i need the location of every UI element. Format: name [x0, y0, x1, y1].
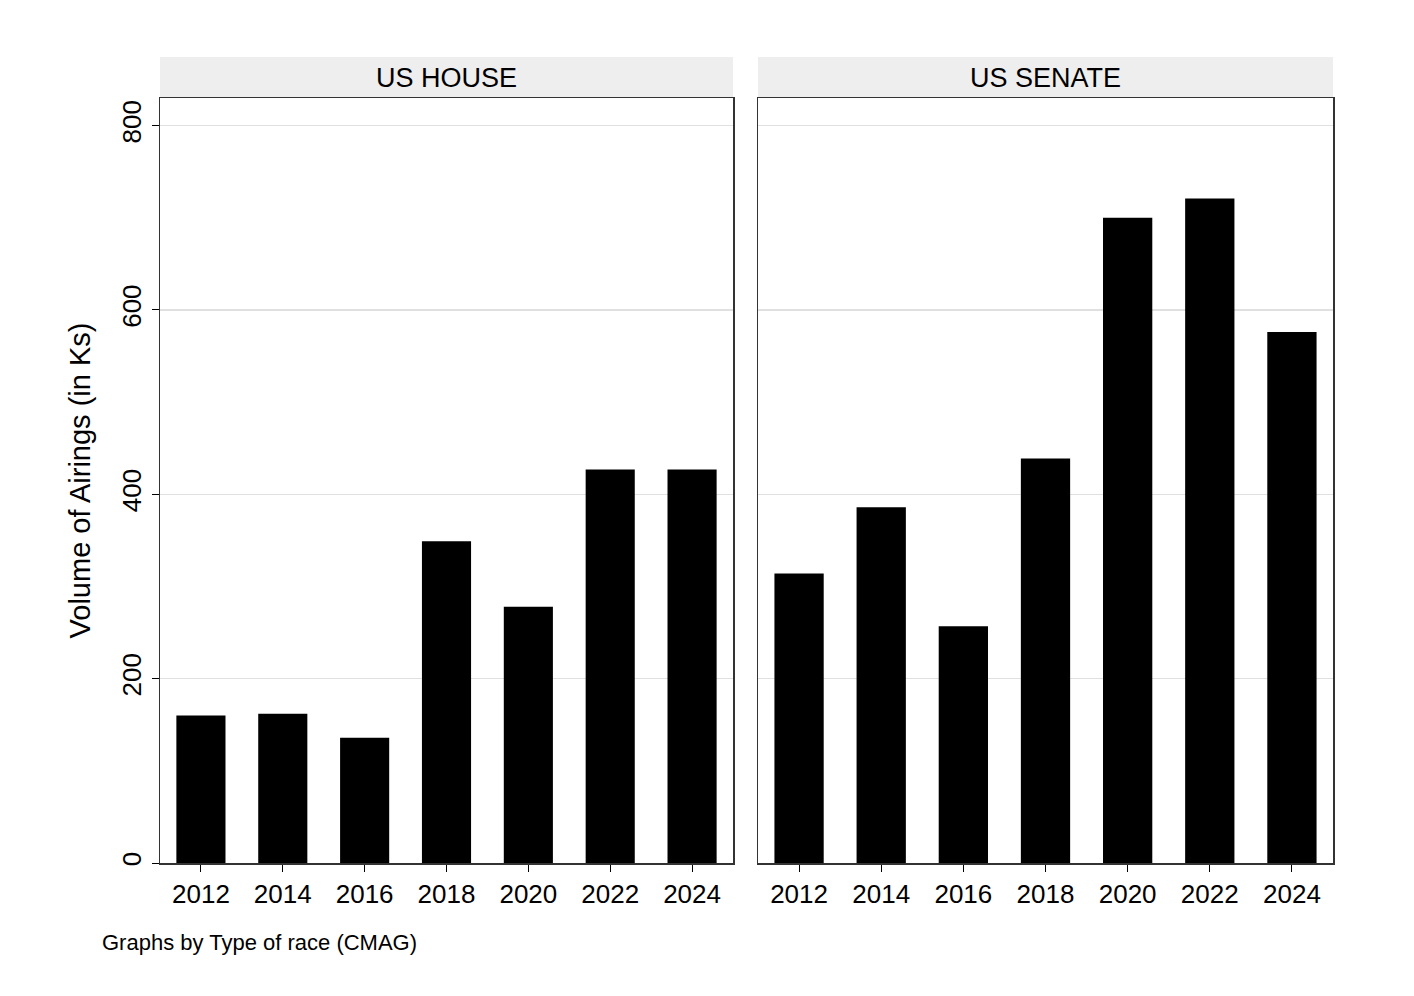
svg-text:2016: 2016: [934, 879, 992, 909]
svg-text:Graphs by Type of race (CMAG): Graphs by Type of race (CMAG): [102, 930, 417, 955]
svg-text:800: 800: [117, 100, 147, 143]
svg-text:2012: 2012: [172, 879, 230, 909]
svg-text:2012: 2012: [770, 879, 828, 909]
svg-text:2016: 2016: [336, 879, 394, 909]
svg-text:2022: 2022: [581, 879, 639, 909]
svg-text:600: 600: [117, 284, 147, 327]
svg-text:0: 0: [117, 852, 147, 866]
svg-text:2024: 2024: [663, 879, 721, 909]
svg-text:400: 400: [117, 469, 147, 512]
svg-text:2020: 2020: [499, 879, 557, 909]
svg-text:US SENATE: US SENATE: [970, 63, 1121, 93]
svg-text:2018: 2018: [1017, 879, 1075, 909]
svg-text:2018: 2018: [418, 879, 476, 909]
svg-text:Volume of Airings (in Ks): Volume of Airings (in Ks): [64, 323, 96, 639]
svg-text:2024: 2024: [1263, 879, 1321, 909]
svg-text:2014: 2014: [852, 879, 910, 909]
svg-text:2022: 2022: [1181, 879, 1239, 909]
svg-text:200: 200: [117, 653, 147, 696]
svg-text:2014: 2014: [254, 879, 312, 909]
svg-text:2020: 2020: [1099, 879, 1157, 909]
svg-text:US HOUSE: US HOUSE: [376, 63, 517, 93]
